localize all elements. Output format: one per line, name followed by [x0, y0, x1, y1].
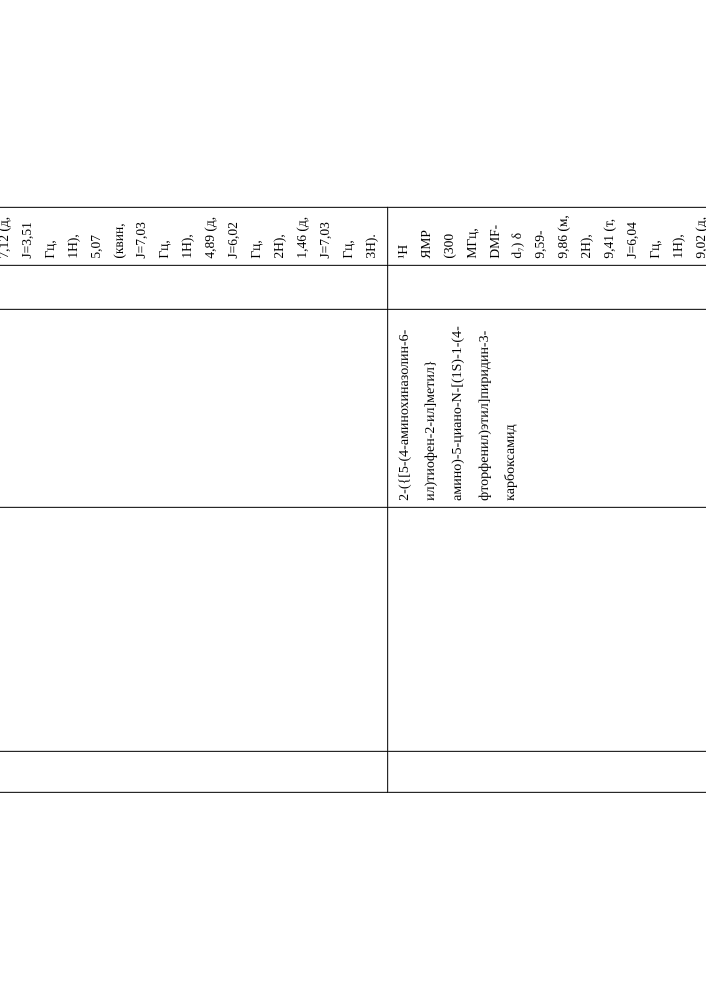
table-row: 8.8.3NNNH₂SHNNNONHF2-({[5-(4-аминохиназо…	[387, 207, 706, 792]
mass-value: 524,3	[387, 265, 706, 310]
structure-cell: NNNH₂SHNNNONHF	[387, 507, 706, 751]
compound-id: 8.8.3	[387, 751, 706, 792]
nmr-data: ¹Н ЯМР (400 МГц, ДМСО-d₆) δ 9,68-9,89 (м…	[0, 207, 387, 264]
compound-id: 8.8.2	[0, 751, 387, 792]
structure-cell: NNNH₂SHNNNONHFF	[0, 507, 387, 751]
compound-name: 2-({[5-(4-аминохиназолин-6-ил)тиофен-2-и…	[387, 309, 706, 507]
mass-value: 542,3	[0, 265, 387, 310]
table-row: 8.8.2NNNH₂SHNNNONHFF2-({[5-(4-аминохиназ…	[0, 207, 387, 792]
compound-table: 8.8.2NNNH₂SHNNNONHFF2-({[5-(4-аминохиназ…	[0, 207, 706, 793]
compound-name: 2-({[5-(4-аминохиназолин-6-ил)тиофен-2-и…	[0, 309, 387, 507]
nmr-data: ¹Н ЯМР (300 МГц, DMF-d₇) δ 9,59-9,86 (м,…	[387, 207, 706, 264]
